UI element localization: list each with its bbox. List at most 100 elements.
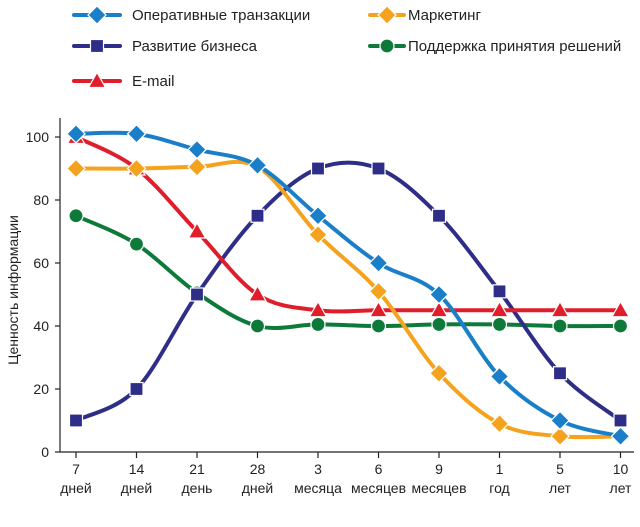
x-tick-label: год — [489, 480, 509, 496]
series-0-line — [74, 130, 623, 439]
x-tick-label: 10 — [613, 461, 629, 477]
axes: 0 20 40 60 80 100 7 дней 14 дней 21 день 28 дней 3 мес… — [5, 118, 634, 496]
series-4-point — [310, 316, 326, 333]
series-1-point — [129, 381, 144, 397]
legend-swatch-marker — [87, 71, 107, 89]
series-2-point — [187, 221, 207, 239]
series-1-point — [552, 366, 568, 381]
series-1-line — [74, 160, 623, 423]
y-tick-label: 60 — [33, 255, 49, 271]
series-4-point — [128, 236, 145, 252]
series-1-point — [250, 208, 265, 223]
series-4-point — [552, 318, 568, 334]
y-axis-ticks: 0 20 40 60 80 100 — [26, 129, 60, 460]
series-1 — [68, 160, 628, 428]
x-tick-label: 28 — [250, 461, 266, 477]
x-tick-label: 6 — [375, 461, 383, 477]
series-0-point — [126, 124, 147, 144]
x-tick-label: лет — [610, 480, 632, 496]
series-1-point — [431, 208, 447, 223]
series-0-point — [66, 124, 86, 144]
series-0-point — [429, 284, 449, 305]
x-tick-label: месяца — [294, 480, 342, 496]
series-1-point — [189, 287, 205, 302]
series-0-point — [247, 155, 268, 176]
series-3-point — [308, 224, 328, 245]
legend-label: Маркетинг — [408, 7, 481, 24]
y-axis-title: Ценность информации — [5, 215, 21, 365]
series-2-point — [368, 300, 389, 318]
series-0 — [66, 124, 631, 447]
series-0-point — [187, 139, 207, 160]
x-tick-label: день — [182, 480, 213, 496]
x-tick-label: 1 — [496, 461, 504, 477]
legend-label: E-mail — [132, 73, 175, 90]
legend: Оперативные транзакции Развитие бизнеса E-… — [72, 5, 621, 90]
x-tick-label: 5 — [556, 461, 564, 477]
legend-item: E-mail — [72, 71, 175, 90]
x-tick-label: дней — [121, 480, 153, 496]
legend-item: Развитие бизнеса — [72, 38, 258, 55]
legend-item: Маркетинг — [368, 5, 481, 25]
series-2-point — [429, 300, 449, 318]
series-3-line — [74, 159, 623, 440]
series-3-point — [550, 426, 570, 447]
series-3-point — [368, 281, 389, 302]
series-4-point — [431, 316, 447, 333]
legend-label: Оперативные транзакции — [132, 7, 310, 24]
x-tick-label: 9 — [435, 461, 443, 477]
y-tick-label: 40 — [33, 318, 49, 334]
series-2-point — [550, 300, 570, 318]
series-3 — [66, 157, 631, 447]
series-1-point — [613, 413, 628, 428]
series-2-point — [489, 300, 510, 318]
legend-item: Оперативные транзакции — [72, 5, 310, 25]
legend-label: Поддержка принятия решений — [408, 38, 621, 55]
x-tick-label: лет — [549, 480, 571, 496]
series-0-point — [610, 426, 631, 447]
series-layer — [66, 124, 631, 447]
series-4-point — [612, 318, 629, 334]
series-2-point — [247, 284, 268, 302]
x-tick-label: месяцев — [351, 480, 406, 496]
series-1-point — [371, 161, 386, 176]
series-1-point — [68, 413, 84, 428]
series-3-point — [66, 158, 86, 179]
x-tick-label: дней — [60, 480, 92, 496]
series-1-point — [492, 284, 507, 299]
series-1-point — [310, 161, 326, 176]
legend-swatch-marker — [379, 38, 395, 54]
y-tick-label: 20 — [33, 381, 49, 397]
y-tick-label: 100 — [26, 129, 50, 145]
series-4-point — [491, 316, 508, 333]
series-2-point — [308, 300, 328, 318]
series-3-point — [126, 158, 147, 179]
series-0-point — [550, 410, 570, 431]
series-2-point — [610, 300, 631, 318]
x-tick-label: 14 — [129, 461, 145, 477]
series-0-point — [308, 205, 328, 226]
series-3-point — [429, 363, 449, 384]
series-4 — [68, 208, 629, 334]
x-tick-label: месяцев — [411, 480, 466, 496]
x-tick-label: 21 — [189, 461, 205, 477]
legend-swatch-marker — [89, 38, 105, 54]
series-3-point — [187, 157, 207, 177]
series-0-point — [368, 253, 389, 273]
series-0-point — [489, 366, 510, 387]
legend-item: Поддержка принятия решений — [368, 38, 621, 55]
series-2-line — [74, 135, 623, 314]
y-tick-label: 0 — [41, 444, 49, 460]
series-3-point — [489, 413, 510, 434]
series-4-point — [249, 318, 266, 334]
series-2 — [66, 127, 631, 318]
legend-label: Развитие бизнеса — [132, 38, 258, 55]
x-tick-label: 3 — [314, 461, 322, 477]
x-axis-ticks: 7 дней 14 дней 21 день 28 дней 3 месяца 6 месяцев 9 м… — [60, 452, 632, 496]
legend-swatch-marker — [377, 5, 397, 25]
x-tick-label: дней — [242, 480, 274, 496]
x-tick-label: 7 — [72, 461, 80, 477]
series-4-point — [370, 318, 387, 334]
y-tick-label: 80 — [33, 192, 49, 208]
